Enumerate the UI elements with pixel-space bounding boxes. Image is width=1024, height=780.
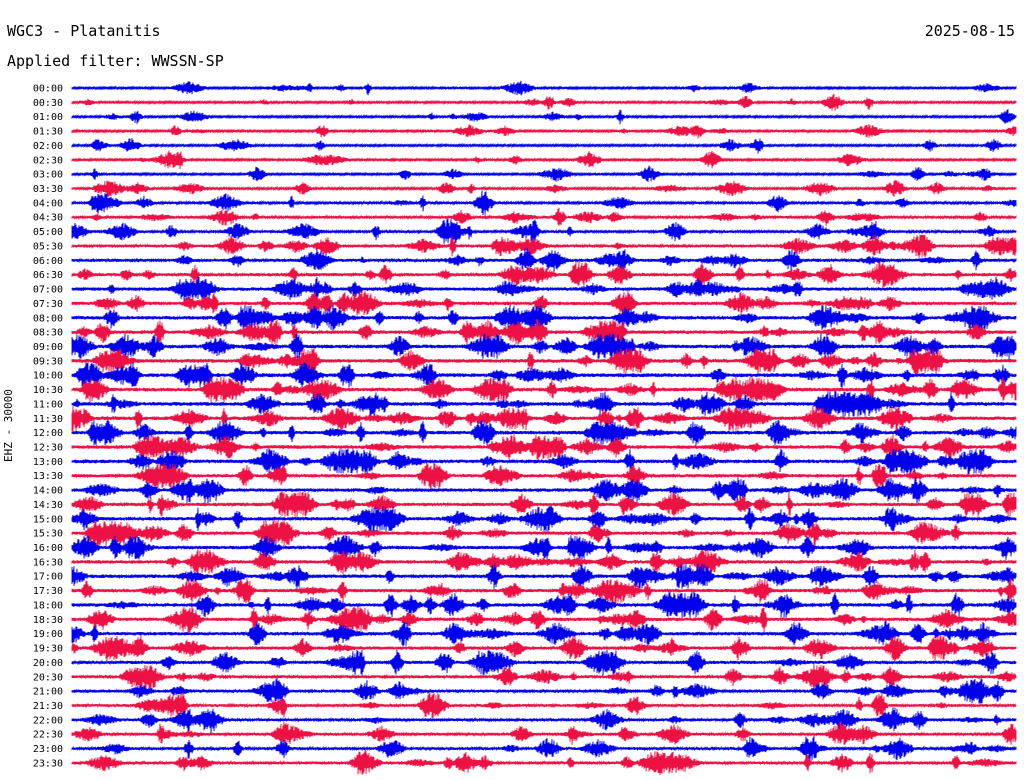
row-time-label: 17:30 <box>33 586 63 597</box>
row-time-label: 11:30 <box>33 414 63 425</box>
row-time-label: 01:30 <box>33 127 63 138</box>
row-time-label: 15:30 <box>33 529 63 540</box>
row-time-label: 16:30 <box>33 557 63 568</box>
row-time-label: 20:00 <box>33 658 63 669</box>
row-time-label: 02:00 <box>33 141 63 152</box>
row-time-label: 07:30 <box>33 299 63 310</box>
row-time-label: 05:30 <box>33 241 63 252</box>
row-time-label: 04:30 <box>33 213 63 224</box>
row-time-label: 20:30 <box>33 672 63 683</box>
trace-row <box>71 333 1017 360</box>
row-time-label: 18:30 <box>33 615 63 626</box>
row-time-label: 23:30 <box>33 758 63 769</box>
row-time-label: 06:00 <box>33 256 63 267</box>
row-time-label: 12:30 <box>33 443 63 454</box>
row-time-label: 03:00 <box>33 170 63 181</box>
row-time-label: 10:00 <box>33 371 63 382</box>
row-time-label: 03:30 <box>33 184 63 195</box>
row-time-label: 08:00 <box>33 313 63 324</box>
row-time-label: 22:00 <box>33 715 63 726</box>
row-time-label: 09:30 <box>33 356 63 367</box>
row-time-label: 04:00 <box>33 198 63 209</box>
row-time-label: 23:00 <box>33 744 63 755</box>
trace-row <box>71 549 1017 575</box>
row-time-label: 19:30 <box>33 644 63 655</box>
row-time-label: 16:00 <box>33 543 63 554</box>
trace-row <box>71 434 1017 460</box>
row-time-label: 18:00 <box>33 600 63 611</box>
row-time-label: 08:30 <box>33 328 63 339</box>
date-label: 2025-08-15 <box>924 22 1015 40</box>
row-time-label: 13:30 <box>33 471 63 482</box>
row-time-label: 05:00 <box>33 227 63 238</box>
row-time-label: 07:00 <box>33 285 63 296</box>
row-time-label: 21:00 <box>33 687 63 698</box>
row-time-label: 21:30 <box>33 701 63 712</box>
station-title: WGC3 - Platanitis <box>7 22 161 40</box>
row-time-label: 11:00 <box>33 399 63 410</box>
row-time-label: 01:00 <box>33 112 63 123</box>
row-time-label: 00:00 <box>33 84 63 95</box>
filter-label: Applied filter: WWSSN-SP <box>7 52 224 70</box>
row-time-label: 14:30 <box>33 500 63 511</box>
trace-row <box>71 261 1017 288</box>
row-time-label: 10:30 <box>33 385 63 396</box>
row-time-label: 14:00 <box>33 486 63 497</box>
row-time-label: 19:00 <box>33 629 63 640</box>
row-time-label: 15:00 <box>33 514 63 525</box>
row-time-label: 13:00 <box>33 457 63 468</box>
trace-row <box>71 534 1017 560</box>
row-time-label: 17:00 <box>33 572 63 583</box>
trace-row <box>71 165 1017 182</box>
row-time-label: 02:30 <box>33 155 63 166</box>
trace-row <box>71 290 1017 317</box>
row-time-label: 06:30 <box>33 270 63 281</box>
row-time-label: 00:30 <box>33 98 63 109</box>
row-time-label: 22:30 <box>33 730 63 741</box>
row-time-label: 12:00 <box>33 428 63 439</box>
row-time-label: 09:00 <box>33 342 63 353</box>
trace-row <box>71 506 1017 532</box>
